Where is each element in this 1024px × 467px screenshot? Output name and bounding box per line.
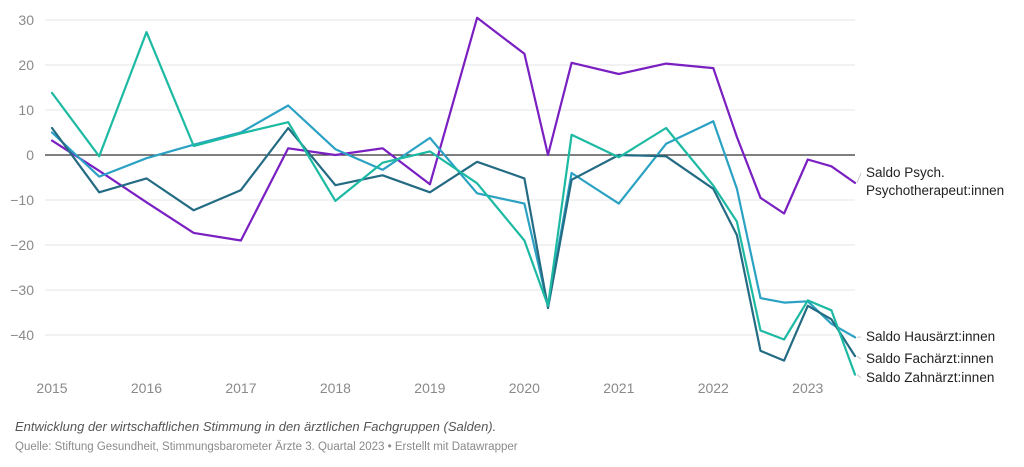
series-line-0 xyxy=(50,16,857,242)
x-tick-label: 2022 xyxy=(698,380,729,396)
x-tick-label: 2020 xyxy=(509,380,540,396)
x-tick-label: 2016 xyxy=(131,380,162,396)
x-tick-label: 2018 xyxy=(320,380,351,396)
source-note: Quelle: Stiftung Gesundheit, Stimmungsba… xyxy=(15,441,518,453)
y-tick-label: −10 xyxy=(10,192,34,208)
y-axis: 30 20 10 0 −10 −20 −30 −40 xyxy=(10,12,34,343)
y-tick-label: 0 xyxy=(26,147,34,163)
series-labels: Saldo Psych. Psychotherapeut:innen Saldo H… xyxy=(856,165,1004,385)
series-label: Psychotherapeut:innen xyxy=(866,183,1004,198)
x-tick-label: 2015 xyxy=(36,380,67,396)
x-tick-label: 2019 xyxy=(414,380,445,396)
x-tick-label: 2017 xyxy=(225,380,256,396)
series-line-2 xyxy=(50,126,857,362)
series-label-connector xyxy=(856,374,862,379)
y-tick-label: −40 xyxy=(10,327,34,343)
series-line-3 xyxy=(50,31,857,376)
y-tick-label: 10 xyxy=(18,102,34,118)
series-label-connector xyxy=(856,355,862,360)
series-label: Saldo Psych. xyxy=(866,165,945,180)
series-label: Saldo Hausärzt:innen xyxy=(866,329,995,344)
y-tick-label: 30 xyxy=(18,12,34,28)
y-tick-label: −30 xyxy=(10,282,34,298)
series-lines xyxy=(50,16,857,376)
series-label-connector xyxy=(856,172,862,184)
chart-caption: Entwicklung der wirtschaftlichen Stimmun… xyxy=(15,419,497,434)
x-tick-label: 2023 xyxy=(792,380,823,396)
x-axis: 2015 2016 2017 2018 2019 2020 2021 2022 2023 xyxy=(36,380,823,396)
series-line-1 xyxy=(50,104,857,339)
series-label: Saldo Zahnärzt:innen xyxy=(866,370,994,385)
series-label: Saldo Fachärzt:innen xyxy=(866,351,994,366)
y-tick-label: 20 xyxy=(18,57,34,73)
x-tick-label: 2021 xyxy=(603,380,634,396)
y-tick-label: −20 xyxy=(10,237,34,253)
